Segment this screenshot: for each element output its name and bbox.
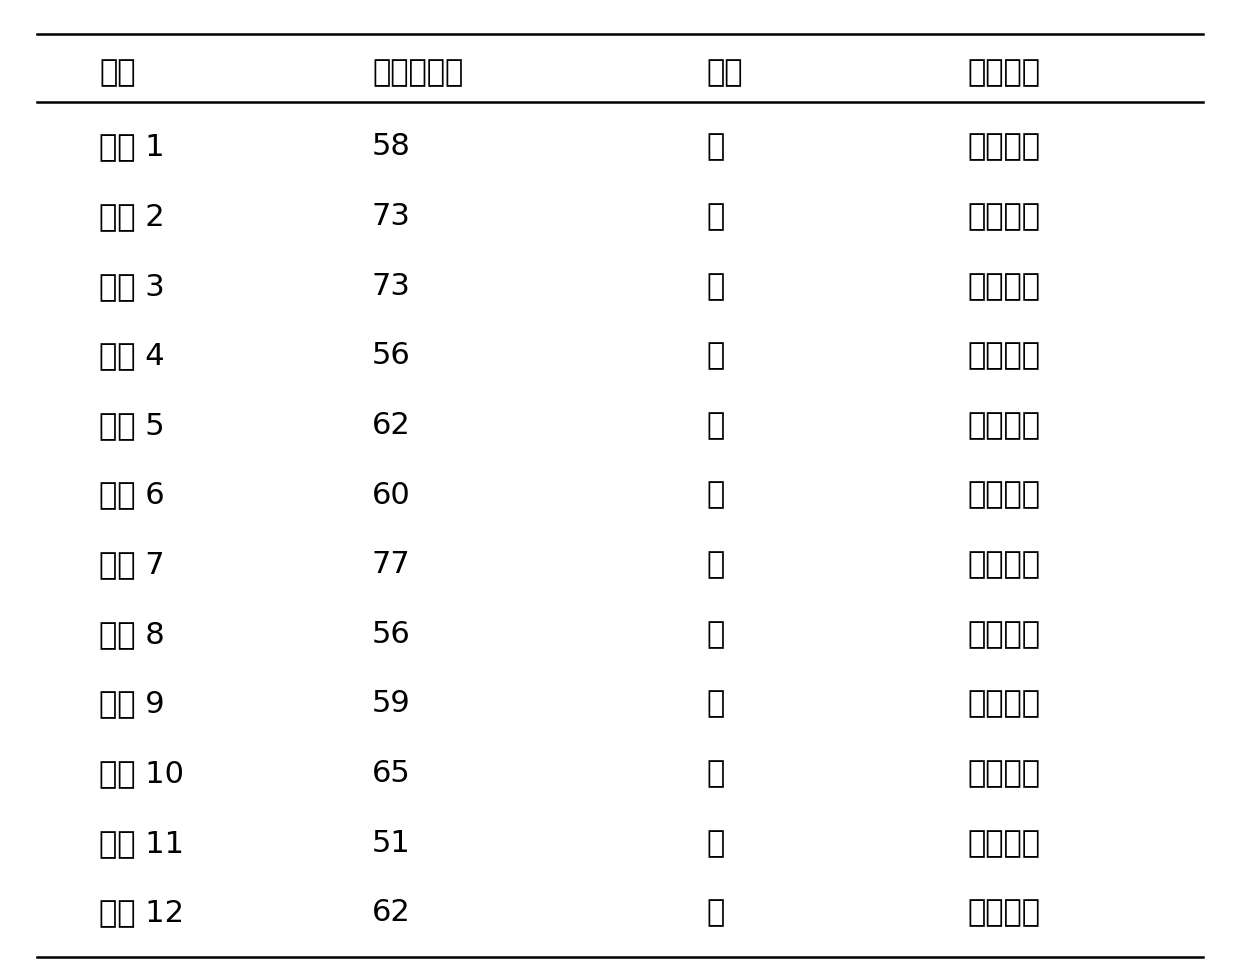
Text: 男: 男 [707,133,725,162]
Text: 食管鳞癌: 食管鳞癌 [967,898,1040,927]
Text: 男: 男 [707,481,725,510]
Text: 男: 男 [707,620,725,648]
Text: 56: 56 [372,341,410,370]
Text: 男: 男 [707,689,725,719]
Text: 食管鳞癌: 食管鳞癌 [967,760,1040,788]
Text: 食管鳞癌: 食管鳞癌 [967,202,1040,231]
Text: 病例 12: 病例 12 [99,898,185,927]
Text: 男: 男 [707,760,725,788]
Text: 73: 73 [372,272,410,300]
Text: 食管鳞癌: 食管鳞癌 [967,133,1040,162]
Text: 食管鳞癌: 食管鳞癌 [967,829,1040,858]
Text: 58: 58 [372,133,410,162]
Text: 病例 10: 病例 10 [99,760,185,788]
Text: 女: 女 [707,341,725,370]
Text: 病例 6: 病例 6 [99,481,165,510]
Text: 病例 5: 病例 5 [99,411,165,440]
Text: 男: 男 [707,272,725,300]
Text: 食管鳞癌: 食管鳞癌 [967,272,1040,300]
Text: 51: 51 [372,829,410,858]
Text: 62: 62 [372,411,410,440]
Text: 病例 3: 病例 3 [99,272,165,300]
Text: 病例 4: 病例 4 [99,341,165,370]
Text: 73: 73 [372,202,410,231]
Text: 性别: 性别 [707,58,743,88]
Text: 食管鳞癌: 食管鳞癌 [967,411,1040,440]
Text: 男: 男 [707,411,725,440]
Text: 病例 2: 病例 2 [99,202,165,231]
Text: 病例 8: 病例 8 [99,620,165,648]
Text: 病例 1: 病例 1 [99,133,165,162]
Text: 男: 男 [707,829,725,858]
Text: 食管鳞癌: 食管鳞癌 [967,550,1040,579]
Text: 59: 59 [372,689,410,719]
Text: 病例 9: 病例 9 [99,689,165,719]
Text: 女: 女 [707,898,725,927]
Text: 食管鳞癌: 食管鳞癌 [967,341,1040,370]
Text: 病例 7: 病例 7 [99,550,165,579]
Text: 编号: 编号 [99,58,135,88]
Text: 62: 62 [372,898,410,927]
Text: 60: 60 [372,481,410,510]
Text: 食管鳞癌: 食管鳞癌 [967,481,1040,510]
Text: 56: 56 [372,620,410,648]
Text: 年龄（岁）: 年龄（岁） [372,58,464,88]
Text: 65: 65 [372,760,410,788]
Text: 食管鳞癌: 食管鳞癌 [967,620,1040,648]
Text: 食管鳞癌: 食管鳞癌 [967,689,1040,719]
Text: 女: 女 [707,202,725,231]
Text: 病理类型: 病理类型 [967,58,1040,88]
Text: 病例 11: 病例 11 [99,829,185,858]
Text: 女: 女 [707,550,725,579]
Text: 77: 77 [372,550,410,579]
